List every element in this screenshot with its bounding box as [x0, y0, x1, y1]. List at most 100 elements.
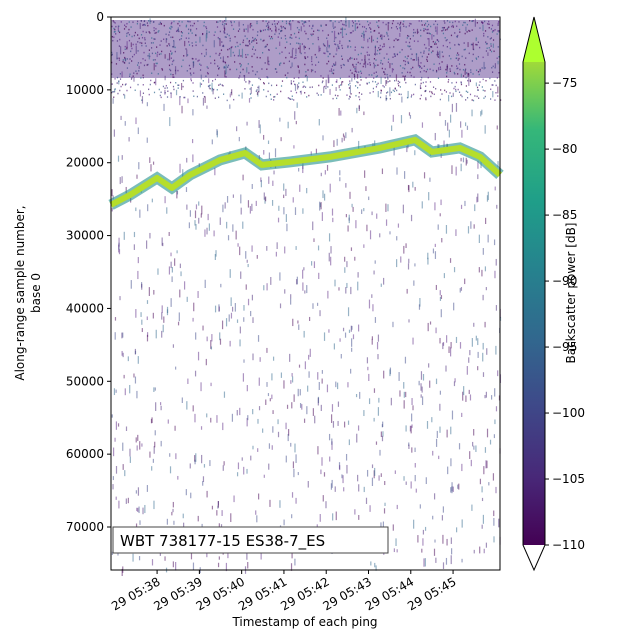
speckle [126, 22, 128, 25]
speckle [298, 324, 300, 330]
speckle [156, 62, 158, 65]
speckle [268, 21, 270, 23]
speckle [381, 67, 383, 70]
speckle [141, 443, 143, 447]
speckle [380, 90, 382, 92]
speckle [443, 20, 445, 22]
speckle [330, 414, 333, 423]
speckle [482, 352, 484, 362]
speckle [354, 20, 356, 22]
speckle [283, 194, 285, 199]
speckle [191, 45, 194, 47]
speckle [460, 204, 463, 209]
speckle [458, 57, 460, 60]
speckle [181, 397, 183, 403]
speckle [455, 81, 458, 84]
speckle [429, 177, 431, 182]
speckle [323, 44, 325, 47]
speckle [333, 63, 335, 65]
speckle [211, 139, 213, 145]
speckle [257, 31, 259, 33]
speckle [164, 54, 166, 59]
speckle [396, 504, 398, 510]
speckle [471, 29, 473, 31]
speckle [410, 425, 412, 434]
speckle [462, 69, 465, 71]
speckle [137, 257, 139, 264]
speckle [384, 77, 386, 79]
speckle [298, 82, 300, 84]
speckle [366, 51, 368, 54]
speckle [186, 401, 188, 410]
speckle [338, 33, 340, 35]
speckle [347, 225, 349, 232]
speckle [256, 515, 258, 523]
speckle [195, 34, 197, 37]
speckle [146, 22, 148, 24]
speckle [446, 38, 448, 41]
speckle [279, 303, 282, 309]
speckle [449, 47, 451, 50]
speckle [363, 111, 365, 116]
speckle [333, 140, 335, 148]
speckle [392, 321, 394, 328]
speckle [395, 74, 398, 82]
speckle [195, 204, 198, 210]
speckle [421, 76, 423, 79]
speckle [242, 41, 244, 44]
speckle [325, 79, 327, 88]
speckle [485, 50, 488, 52]
speckle [442, 506, 444, 513]
speckle [413, 280, 415, 286]
speckle [231, 46, 233, 48]
speckle [338, 45, 340, 50]
speckle [136, 20, 139, 23]
speckle [411, 413, 413, 422]
speckle [185, 48, 187, 50]
speckle [311, 63, 313, 66]
speckle [361, 25, 364, 28]
speckle [285, 20, 288, 23]
speckle [396, 39, 399, 41]
speckle [483, 32, 485, 35]
speckle [486, 460, 488, 469]
speckle [340, 110, 342, 116]
speckle [352, 21, 355, 24]
speckle [410, 68, 412, 70]
speckle [171, 267, 173, 273]
speckle [113, 31, 115, 33]
speckle [144, 504, 146, 514]
speckle [292, 20, 294, 22]
speckle [141, 44, 143, 47]
speckle [252, 46, 254, 48]
speckle [137, 41, 139, 43]
speckle [443, 26, 446, 29]
speckle [151, 198, 153, 203]
speckle [465, 157, 467, 166]
speckle [488, 23, 490, 25]
speckle [308, 25, 311, 27]
colorbar-extend-min [523, 545, 545, 570]
speckle [178, 312, 180, 322]
speckle [331, 72, 333, 74]
speckle [417, 56, 419, 61]
speckle [271, 373, 273, 381]
speckle [411, 424, 413, 428]
speckle [345, 214, 347, 218]
speckle [419, 84, 422, 90]
speckle [495, 92, 497, 94]
speckle [215, 250, 217, 257]
speckle [324, 52, 326, 55]
speckle [326, 40, 329, 47]
speckle [421, 67, 423, 69]
speckle [216, 415, 218, 423]
speckle [310, 69, 313, 73]
speckle [254, 37, 256, 40]
speckle [493, 239, 496, 246]
speckle [134, 89, 136, 92]
speckle [383, 71, 385, 73]
speckle [387, 76, 389, 78]
speckle [408, 442, 410, 447]
speckle [442, 55, 444, 58]
speckle [296, 26, 299, 29]
